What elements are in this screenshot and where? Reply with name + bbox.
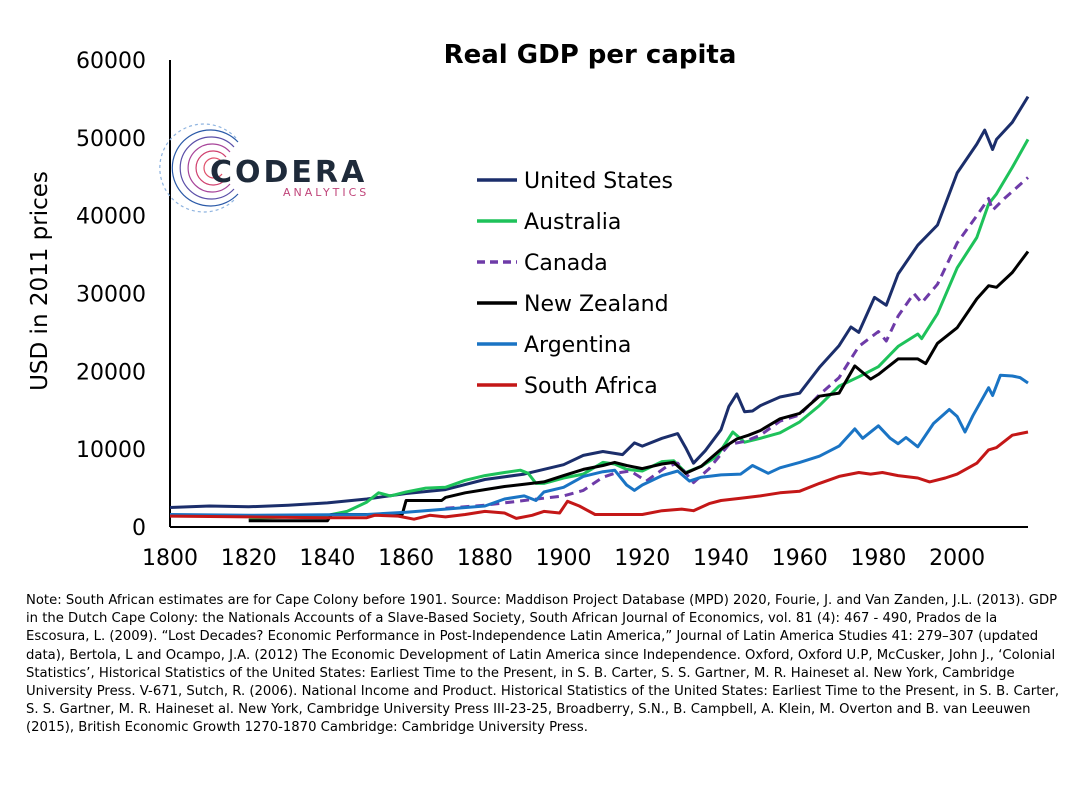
plot-area (169, 95, 1030, 523)
y-tick-labels: 0 10000 20000 30000 40000 50000 60000 (76, 49, 146, 541)
logo-swirl-icon (159, 123, 239, 213)
x-tick-label: 1940 (693, 546, 749, 571)
legend-label: United States (524, 169, 673, 194)
logo-subtitle: ANALYTICS (283, 186, 369, 199)
codera-logo: CODERA ANALYTICS (159, 123, 369, 213)
y-tick-label: 60000 (76, 49, 146, 74)
series-line-new-zealand (248, 250, 1030, 523)
series-line-south-africa (169, 430, 1029, 521)
series-line-argentina (169, 373, 1029, 517)
legend-label: New Zealand (524, 292, 669, 317)
series-line-united-states (169, 95, 1030, 509)
x-tick-label: 1860 (378, 546, 434, 571)
x-tick-label: 1920 (614, 546, 670, 571)
x-tick-label: 1820 (221, 546, 277, 571)
legend-label: Australia (524, 210, 621, 235)
x-tick-label: 1900 (536, 546, 592, 571)
logo-name: CODERA (210, 155, 367, 190)
y-axis-label: USD in 2011 prices (27, 171, 53, 391)
legend-label: Canada (524, 251, 608, 276)
legend-label: South Africa (524, 374, 658, 399)
x-tick-labels: 1800 1820 1840 1860 1880 1900 1920 1940 1960 1980… (142, 546, 985, 571)
x-tick-label: 1800 (142, 546, 198, 571)
x-tick-label: 1880 (457, 546, 513, 571)
series-line-australia (248, 138, 1030, 520)
y-tick-label: 0 (132, 516, 146, 541)
legend: United States Australia Canada New Zealand A… (477, 169, 673, 399)
y-tick-label: 20000 (76, 360, 146, 385)
source-note: Note: South African estimates are for Ca… (26, 593, 1060, 736)
chart: Real GDP per capita USD in 2011 prices 0… (27, 40, 1030, 571)
x-tick-label: 1840 (299, 546, 355, 571)
series-line-canada (445, 176, 1029, 510)
y-tick-label: 50000 (76, 127, 146, 152)
chart-title: Real GDP per capita (444, 40, 737, 70)
x-tick-label: 1980 (850, 546, 906, 571)
legend-label: Argentina (524, 333, 631, 358)
y-tick-label: 40000 (76, 205, 146, 230)
y-tick-label: 30000 (76, 283, 146, 308)
x-tick-label: 2000 (929, 546, 985, 571)
x-tick-label: 1960 (772, 546, 828, 571)
y-tick-label: 10000 (76, 438, 146, 463)
